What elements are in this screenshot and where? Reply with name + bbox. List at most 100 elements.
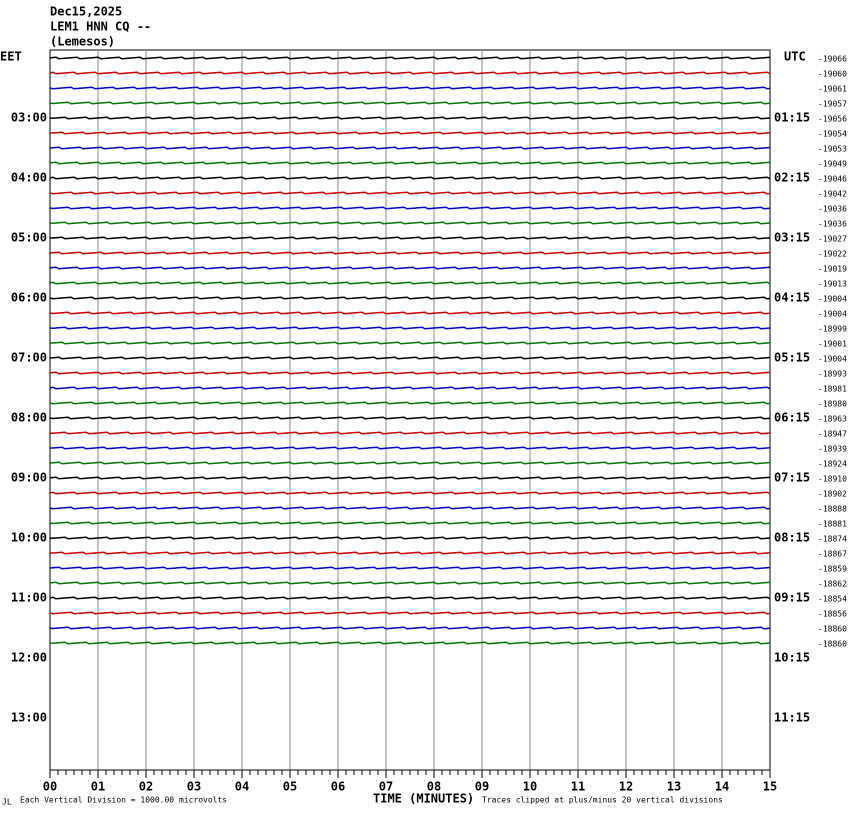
- trace-offset: -18874: [818, 535, 847, 544]
- trace-offset: -19060: [818, 70, 847, 79]
- trace: [49, 251, 771, 255]
- x-tick-label: 12: [619, 780, 633, 794]
- trace: [49, 71, 771, 75]
- trace: [49, 386, 771, 390]
- trace-offset: -18881: [818, 520, 847, 529]
- right-hour-label: 02:15: [774, 171, 810, 185]
- trace: [49, 326, 771, 330]
- left-hour-label: 09:00: [11, 471, 47, 485]
- left-hour-label: 04:00: [11, 171, 47, 185]
- trace-offset: -19066: [818, 55, 847, 64]
- right-hour-label: 01:15: [774, 111, 810, 125]
- x-tick-label: 01: [91, 780, 105, 794]
- x-tick-label: 04: [235, 780, 249, 794]
- x-tick-label: 11: [571, 780, 585, 794]
- left-hour-label: 05:00: [11, 231, 47, 245]
- trace: [49, 431, 771, 435]
- trace-offset: -18860: [818, 640, 847, 649]
- trace-offset: -19001: [818, 340, 847, 349]
- trace-offset: -18980: [818, 400, 847, 409]
- trace: [49, 626, 771, 630]
- x-tick-label: 13: [667, 780, 681, 794]
- trace-offset: -18981: [818, 385, 847, 394]
- trace: [49, 521, 771, 525]
- trace-offset: -19013: [818, 280, 847, 289]
- trace: [49, 611, 771, 615]
- trace-offset: -19054: [818, 130, 847, 139]
- trace-offset: -19004: [818, 310, 847, 319]
- trace-offset: -18859: [818, 565, 847, 574]
- right-hour-label: 03:15: [774, 231, 810, 245]
- left-hour-label: 11:00: [11, 591, 47, 605]
- right-hour-label: 08:15: [774, 531, 810, 545]
- trace: [49, 56, 771, 60]
- trace-offset: -19042: [818, 190, 847, 199]
- station: LEM1 HNN CQ --: [50, 20, 151, 34]
- trace: [49, 191, 771, 195]
- x-tick-label: 03: [187, 780, 201, 794]
- trace: [49, 281, 771, 285]
- trace-offset: -18902: [818, 490, 847, 499]
- scale-note: Each Vertical Division = 1000.00 microvo…: [20, 796, 227, 805]
- trace-offset: -19061: [818, 85, 847, 94]
- left-zone: EET: [0, 50, 22, 64]
- trace-offset: -18963: [818, 415, 847, 424]
- right-hour-label: 06:15: [774, 411, 810, 425]
- trace-offset: -18924: [818, 460, 847, 469]
- trace-offset: -19036: [818, 205, 847, 214]
- x-tick-label: 07: [379, 780, 393, 794]
- trace: [49, 596, 771, 600]
- trace: [49, 206, 771, 210]
- trace-offset: -19022: [818, 250, 847, 259]
- trace-offset: -18854: [818, 595, 847, 604]
- right-zone: UTC: [784, 50, 806, 64]
- trace: [49, 491, 771, 495]
- x-tick-label: 09: [475, 780, 489, 794]
- x-tick-label: 08: [427, 780, 441, 794]
- trace: [49, 581, 771, 585]
- trace: [49, 146, 771, 150]
- location: (Lemesos): [50, 35, 115, 49]
- left-hour-label: 13:00: [11, 711, 47, 725]
- trace-offset: -19053: [818, 145, 847, 154]
- clip-note: Traces clipped at plus/minus 20 vertical…: [482, 796, 723, 805]
- left-hour-label: 07:00: [11, 351, 47, 365]
- trace: [49, 86, 771, 90]
- trace-offset: -18999: [818, 325, 847, 334]
- trace-offset: -19027: [818, 235, 847, 244]
- trace: [49, 506, 771, 510]
- trace: [49, 416, 771, 420]
- trace: [49, 176, 771, 180]
- trace: [49, 266, 771, 270]
- right-hour-label: 09:15: [774, 591, 810, 605]
- trace-offset: -19046: [818, 175, 847, 184]
- left-hour-label: 06:00: [11, 291, 47, 305]
- trace: [49, 641, 771, 645]
- trace-offset: -18860: [818, 625, 847, 634]
- trace-offset: -18888: [818, 505, 847, 514]
- trace-offset: -18947: [818, 430, 847, 439]
- trace: [49, 221, 771, 225]
- trace: [49, 311, 771, 315]
- trace-offset: -19019: [818, 265, 847, 274]
- x-tick-label: 06: [331, 780, 345, 794]
- trace: [49, 401, 771, 405]
- trace-offset: -19004: [818, 355, 847, 364]
- date: Dec15,2025: [50, 5, 122, 19]
- trace: [49, 371, 771, 375]
- x-tick-label: 14: [715, 780, 729, 794]
- trace: [49, 461, 771, 465]
- trace: [49, 296, 771, 300]
- trace-offset: -18993: [818, 370, 847, 379]
- trace-offset: -19057: [818, 100, 847, 109]
- trace: [49, 161, 771, 165]
- x-tick-label: 00: [43, 780, 57, 794]
- corner-mark: JL: [2, 798, 12, 807]
- trace: [50, 236, 771, 240]
- trace-offset: -18856: [818, 610, 847, 619]
- x-tick-label: 05: [283, 780, 297, 794]
- trace-offset: -18867: [818, 550, 847, 559]
- left-hour-label: 12:00: [11, 651, 47, 665]
